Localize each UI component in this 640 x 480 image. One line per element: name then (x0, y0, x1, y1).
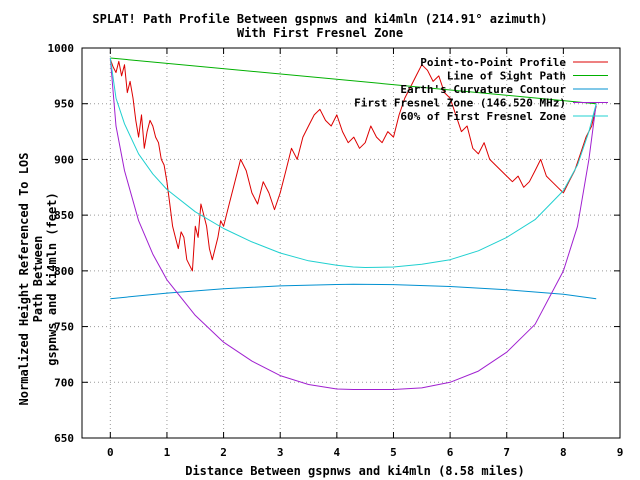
y-tick-label: 900 (54, 153, 74, 166)
y-axis-label: Normalized Height Referenced To LOS Path… (17, 149, 59, 409)
y-axis-label-line2: gspnws and ki4mln (feet) (45, 192, 59, 366)
legend-label: Earth's Curvature Contour (400, 83, 566, 96)
chart-title: SPLAT! Path Profile Between gspnws and k… (92, 12, 548, 26)
chart-subtitle: With First Fresnel Zone (236, 26, 404, 40)
legend-label: Line of Sight Path (447, 70, 566, 83)
legend-label: Point-to-Point Profile (420, 56, 566, 69)
series-line-line-of-sight-path (110, 57, 597, 105)
x-axis-label: Distance Between gspnws and ki4mln (8.58… (185, 464, 525, 478)
x-tick-label: 3 (277, 446, 284, 459)
y-tick-label: 850 (54, 209, 74, 222)
axis-ticks: 0 1 2 3 4 5 6 7 8 9 650 700 750 800 850 900 950 1000 (48, 42, 624, 459)
x-tick-label: 8 (560, 446, 567, 459)
x-tick-label: 4 (334, 446, 341, 459)
series-line-point-to-point-profile (109, 58, 597, 272)
x-tick-label: 9 (617, 446, 624, 459)
y-tick-label: 750 (54, 321, 74, 334)
x-tick-label: 1 (164, 446, 171, 459)
y-tick-label: 950 (54, 98, 74, 111)
y-tick-label: 700 (54, 376, 74, 389)
y-tick-label: 1000 (48, 42, 75, 55)
x-tick-label: 6 (447, 446, 454, 459)
legend-label: 60% of First Fresnel Zone (400, 110, 566, 123)
series-line-60-of-first-fresnel-zone (109, 57, 597, 268)
y-tick-label: 650 (54, 432, 74, 445)
y-tick-label: 800 (54, 265, 74, 278)
series-layer (109, 57, 597, 390)
plot-border (81, 47, 621, 439)
legend-label: First Fresnel Zone (146.520 MHz) (354, 97, 566, 110)
x-tick-label: 2 (220, 446, 227, 459)
series-line-first-fresnel-zone-146-520-mhz (109, 57, 597, 390)
y-axis-label-line1: Normalized Height Referenced To LOS Path… (17, 152, 45, 406)
x-tick-label: 0 (107, 446, 114, 459)
x-tick-label: 7 (503, 446, 510, 459)
grid-lines (82, 48, 620, 438)
series-line-earth-s-curvature-contour (110, 283, 597, 300)
x-tick-label: 5 (390, 446, 397, 459)
